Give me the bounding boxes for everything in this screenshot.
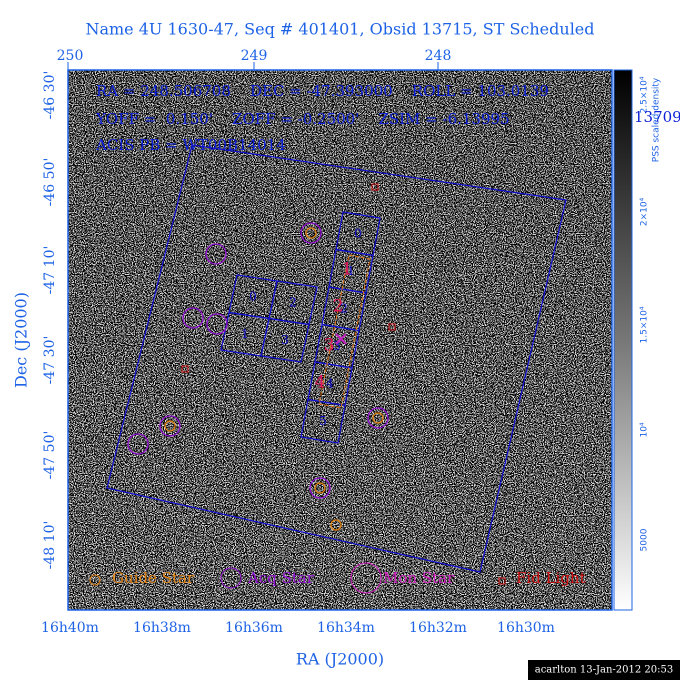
ccd-label: 0 — [354, 226, 362, 240]
info-line: RA = 248.506708 DEC = -47.393000 ROLL = … — [96, 82, 549, 100]
top-axis: 250 249 248 — [57, 48, 452, 70]
legend-label: Mon Star — [383, 569, 455, 587]
field-of-view — [106, 144, 567, 573]
colorbar-label: 2.5×10⁴ — [640, 76, 650, 113]
bottom-tick-label: 16h32m — [409, 620, 467, 636]
legend-label: Fid Light — [516, 569, 586, 587]
guide-stars — [164, 227, 384, 531]
ccd-label: 0 — [249, 289, 257, 303]
ccd-chip — [260, 317, 310, 363]
bottom-tick-label: 16h36m — [225, 620, 283, 636]
ccd-chip — [300, 398, 346, 444]
subarray-label: 1 — [342, 260, 353, 280]
legend-label: Guide Star — [112, 569, 195, 587]
acq-stars — [127, 222, 389, 499]
left-axis: -46 30' -46 50' -47 10' -47 30' -47 50' … — [12, 71, 59, 570]
top-tick-label: 250 — [57, 48, 84, 64]
left-tick-label: -48 10' — [42, 521, 58, 570]
legend: Guide Star Acq Star Mon Star Fid Light — [89, 562, 586, 594]
bottom-tick-label: 16h40m — [41, 620, 99, 636]
colorbar: 2.5×10⁴ 2×10⁴ 1.5×10⁴ 10⁴ 5000 PSS scale… — [613, 69, 662, 611]
ccd-label: 4 — [326, 376, 334, 390]
y-axis-title: Dec (J2000) — [12, 292, 31, 388]
colorbar-label: 5000 — [640, 528, 650, 551]
colorbar-gradient — [613, 69, 633, 611]
x-axis-title: RA (J2000) — [296, 650, 384, 669]
acis-s-array: 0 1 2 3 4 5 — [300, 211, 381, 444]
left-tick-label: -46 50' — [42, 158, 58, 207]
subarray-label: 3 — [324, 336, 335, 356]
colorbar-label: 2×10⁴ — [640, 197, 650, 226]
frame — [67, 69, 613, 611]
acis-i-array: 0 2 1 3 — [220, 274, 318, 363]
subarray-label: 4 — [315, 373, 326, 393]
target-marker — [335, 333, 347, 345]
ccd-label: 3 — [333, 339, 341, 353]
bottom-tick-label: 16h30m — [497, 620, 555, 636]
colorbar-title: PSS scaled density — [652, 77, 662, 162]
subarray-label: 2 — [333, 297, 344, 317]
left-tick-label: -47 30' — [42, 336, 58, 385]
ccd-label: 5 — [319, 414, 327, 428]
info-overflow: 13709 — [634, 108, 680, 126]
colorbar-label: 1.5×10⁴ — [640, 306, 650, 343]
fid-lights — [181, 183, 396, 373]
footer: acarlton 13-Jan-2012 20:53 — [535, 665, 674, 676]
top-tick-label: 249 — [241, 48, 268, 64]
info-line: ACIS PB = WT00B14014 — [95, 136, 286, 154]
left-tick-label: -46 30' — [42, 71, 58, 120]
ccd-label: 1 — [347, 264, 355, 278]
ccd-label: 3 — [281, 333, 289, 347]
colorbar-label: 10⁴ — [640, 422, 650, 437]
left-tick-label: -47 50' — [42, 431, 58, 480]
ccd-label: 1 — [241, 327, 249, 341]
ccd-label: 2 — [289, 295, 297, 309]
bottom-tick-label: 16h38m — [133, 620, 191, 636]
subarray-box — [318, 254, 371, 409]
ccd-label: 2 — [340, 301, 348, 315]
info-line: YOFF = 0.150' ZOFF = -0.2500' ZSIM = -6.… — [95, 110, 510, 128]
bottom-axis: 16h40m 16h38m 16h36m 16h34m 16h32m 16h30… — [41, 620, 555, 669]
title: Name 4U 1630-47, Seq # 401401, Obsid 137… — [85, 20, 594, 39]
footer-bg — [528, 660, 680, 680]
top-tick-label: 248 — [425, 48, 452, 64]
legend-label: Acq Star — [247, 569, 315, 587]
left-tick-label: -47 10' — [42, 246, 58, 295]
bottom-tick-label: 16h34m — [317, 620, 375, 636]
